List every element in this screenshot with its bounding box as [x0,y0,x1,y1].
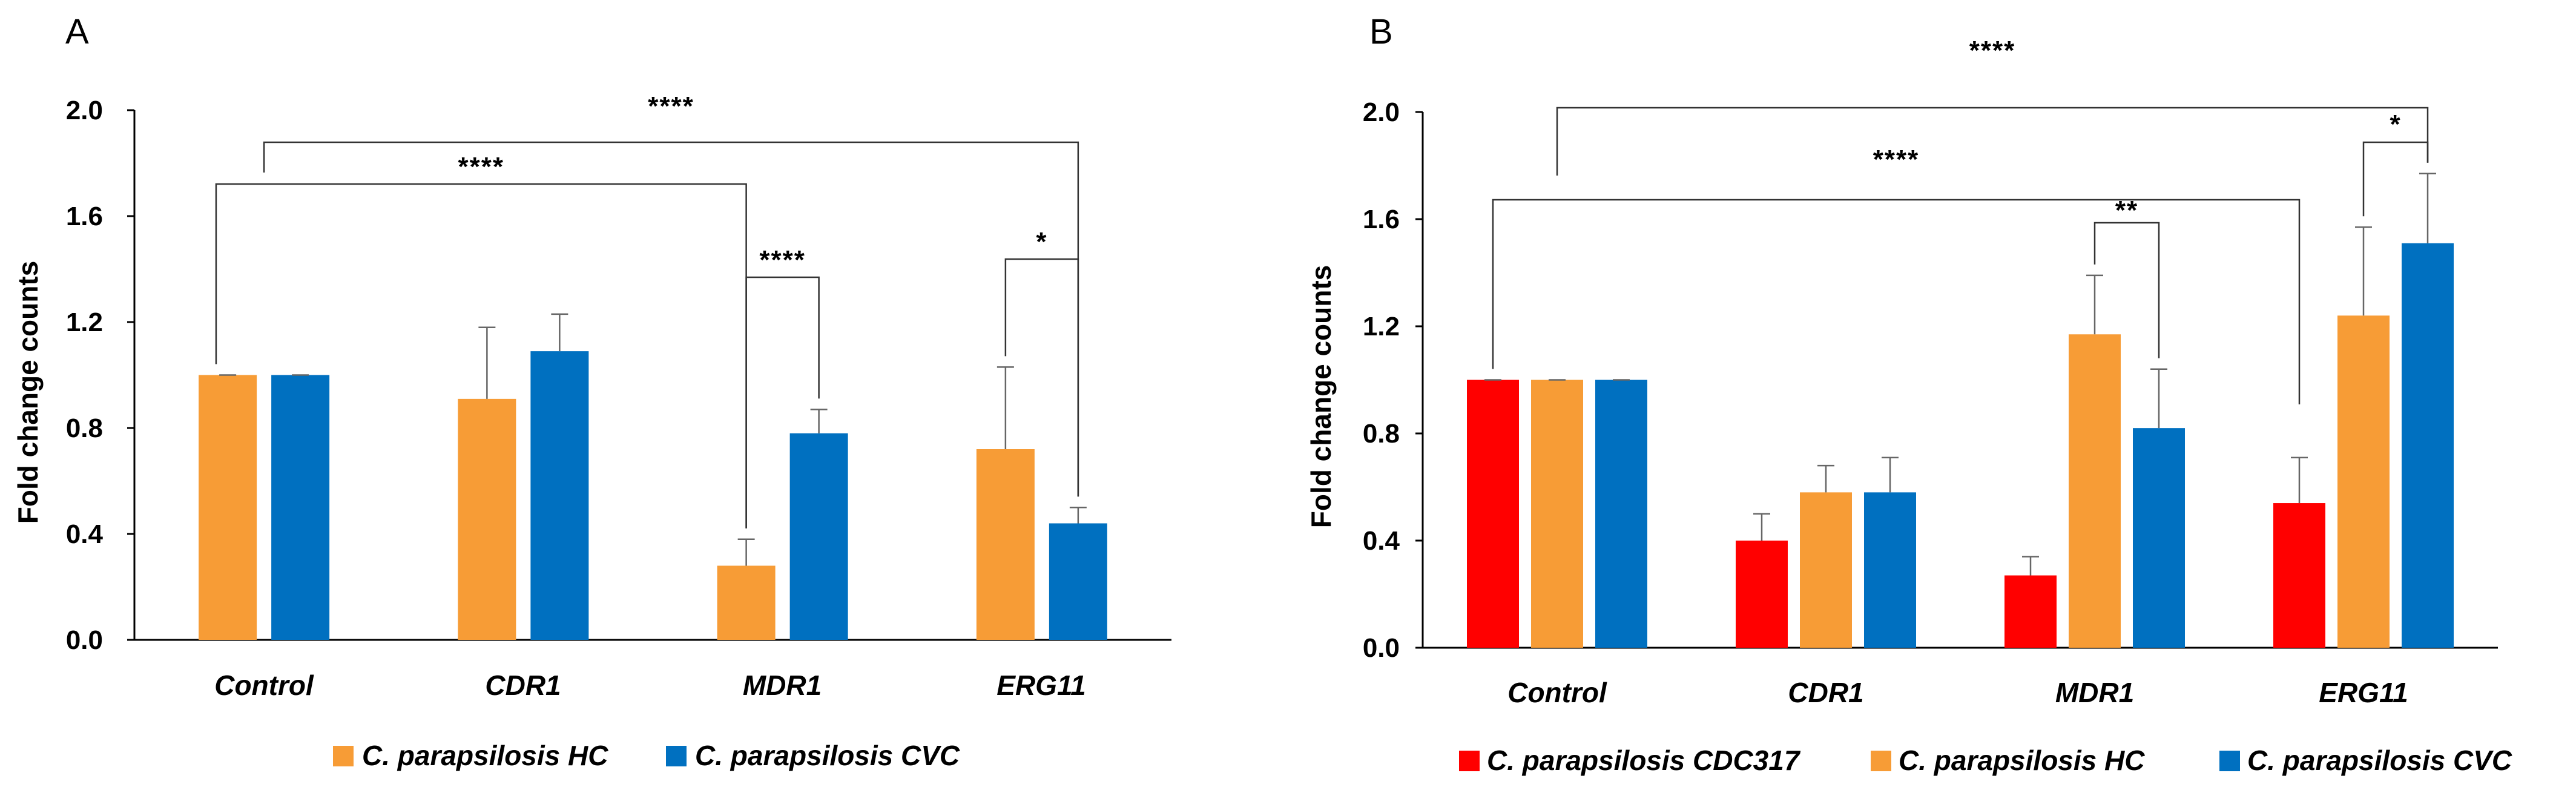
panel-a-y-tick-2: 0.8 [66,413,103,443]
panel-a-error-bar-erg11-series-0 [996,366,1014,449]
panel-b-significance-bracket-2 [2093,222,2160,358]
panel-b-y-axis-title: Fold change counts [1305,265,1337,528]
panel-a-y-tick-3: 1.2 [66,308,103,337]
panel-b-legend-swatch-cvc [2219,751,2240,771]
panel-b-error-bar-erg11-series-0 [2291,456,2308,504]
panel-b-legend-swatch-hc [1871,751,1891,771]
panel-b-bar-cdr1-series-1 [1800,492,1852,648]
panel-a-bar-erg11-series-1 [1049,523,1107,640]
panel-b-y-tick-2: 0.8 [1363,419,1400,449]
panel-b-legend-swatch-cdc317 [1459,751,1480,771]
panel-b-category-control: Control [1507,677,1607,708]
panel-b-legend-label-cvc: C. parapsilosis CVC [2247,745,2512,776]
panel-a-legend-label-cvc: C. parapsilosis CVC [695,740,960,771]
panel-a-bar-control-series-1 [271,375,330,640]
panel-a-category-cdr1: CDR1 [485,670,561,701]
panel-a-significance-label-2: **** [759,245,806,275]
panel-b-error-bar-erg11-series-2 [2419,173,2436,243]
panel-b-y-tick-0: 0.0 [1363,633,1400,663]
panel-b-bar-control-series-0 [1467,380,1519,648]
panel-b-bar-mdr1-series-2 [2133,428,2185,648]
panel-b-error-bar-mdr1-series-2 [2150,368,2167,429]
panel-b-bar-mdr1-series-1 [2069,334,2121,648]
panel-b-y-tick-3: 1.2 [1363,312,1400,341]
panel-b-significance-label-0: **** [1969,36,2016,65]
panel-a-y-axis-title: Fold change counts [12,261,44,524]
panel-b-label: B [1369,12,1393,51]
panel-b-category-cdr1: CDR1 [1788,677,1863,708]
panel-b-significance-bracket-1 [1492,199,2301,404]
panel-a-plot: ************* [127,91,1171,641]
panel-a-category-control: Control [214,670,314,701]
panel-a-bar-erg11-series-0 [976,449,1035,640]
panel-a: A Fold change counts 0.0 0.4 0.8 1.2 1.6… [12,12,1171,771]
panel-b-y-tick-4: 1.6 [1363,205,1400,234]
panel-a-error-bar-mdr1-series-0 [737,538,755,566]
panel-b-bar-mdr1-series-0 [2004,575,2057,648]
panel-a-bar-control-series-0 [199,375,257,640]
panel-b-error-bar-erg11-series-1 [2355,226,2372,316]
panel-a-error-bar-cdr1-series-0 [478,326,496,399]
panel-a-categories: Control CDR1 MDR1 ERG11 [214,670,1085,701]
panel-a-legend-swatch-hc [333,746,354,766]
panel-a-error-bar-erg11-series-1 [1069,507,1087,524]
panel-a-legend: C. parapsilosis HC C. parapsilosis CVC [333,740,960,771]
panel-b: B Fold change counts 0.0 0.4 0.8 1.2 1.6… [1305,12,2512,776]
panel-a-y-tick-0: 0.0 [66,625,103,655]
panel-a-bar-cdr1-series-1 [530,351,589,640]
panel-a-bar-mdr1-series-1 [789,433,848,640]
panel-b-significance-label-3: * [2390,110,2401,139]
panel-a-category-erg11: ERG11 [996,670,1085,701]
panel-a-legend-label-hc: C. parapsilosis HC [362,740,608,771]
panel-a-y-tick-4: 1.6 [66,202,103,231]
panel-a-y-tick-1: 0.4 [66,519,104,549]
panel-a-significance-label-1: **** [458,152,505,182]
panel-a-label: A [65,12,89,51]
panel-b-category-mdr1: MDR1 [2055,677,2134,708]
panel-b-legend-label-cdc317: C. parapsilosis CDC317 [1487,745,1801,776]
panel-b-legend-label-hc: C. parapsilosis HC [1899,745,2145,776]
panel-b-legend: C. parapsilosis CDC317 C. parapsilosis H… [1459,745,2512,776]
panel-b-bar-erg11-series-2 [2402,243,2454,648]
panel-b-y-tick-5: 2.0 [1363,97,1400,127]
panel-b-plot: *********** [1415,36,2498,649]
panel-b-bar-erg11-series-0 [2273,503,2325,648]
panel-b-error-bar-mdr1-series-1 [2086,274,2103,335]
panel-a-legend-swatch-cvc [666,746,687,766]
panel-b-bar-control-series-2 [1595,380,1647,648]
panel-b-significance-bracket-3 [2362,141,2429,217]
panel-a-error-bar-mdr1-series-1 [810,409,828,433]
panel-a-bar-cdr1-series-0 [458,398,516,640]
panel-b-y-tick-1: 0.4 [1363,526,1400,556]
panel-a-bar-mdr1-series-0 [717,565,776,640]
panel-a-category-mdr1: MDR1 [743,670,822,701]
panel-a-significance-bracket-2 [745,276,820,528]
panel-a-significance-label-3: * [1036,227,1047,257]
panel-b-significance-bracket-0 [1556,107,2429,176]
panel-b-bar-cdr1-series-0 [1736,541,1788,648]
panel-b-error-bar-cdr1-series-2 [1882,456,1899,493]
panel-b-bar-erg11-series-1 [2337,315,2390,648]
panel-b-significance-label-2: ** [2115,196,2138,225]
panel-b-categories: Control CDR1 MDR1 ERG11 [1507,677,2408,708]
panel-a-y-ticks: 0.0 0.4 0.8 1.2 1.6 2.0 [66,96,104,655]
panel-a-significance-bracket-3 [1004,258,1079,497]
panel-a-y-tick-5: 2.0 [66,96,103,125]
panel-b-bar-control-series-1 [1531,380,1583,648]
panel-b-y-ticks: 0.0 0.4 0.8 1.2 1.6 2.0 [1363,97,1400,663]
panel-b-significance-label-1: **** [1873,145,1920,174]
panel-b-error-bar-cdr1-series-1 [1817,464,1834,493]
panel-b-error-bar-mdr1-series-0 [2022,556,2039,576]
panel-a-error-bar-cdr1-series-1 [551,313,568,352]
panel-b-error-bar-cdr1-series-0 [1753,513,1770,541]
panel-b-category-erg11: ERG11 [2319,677,2408,708]
panel-a-significance-label-0: **** [648,91,694,121]
panel-b-bar-cdr1-series-2 [1864,492,1916,648]
